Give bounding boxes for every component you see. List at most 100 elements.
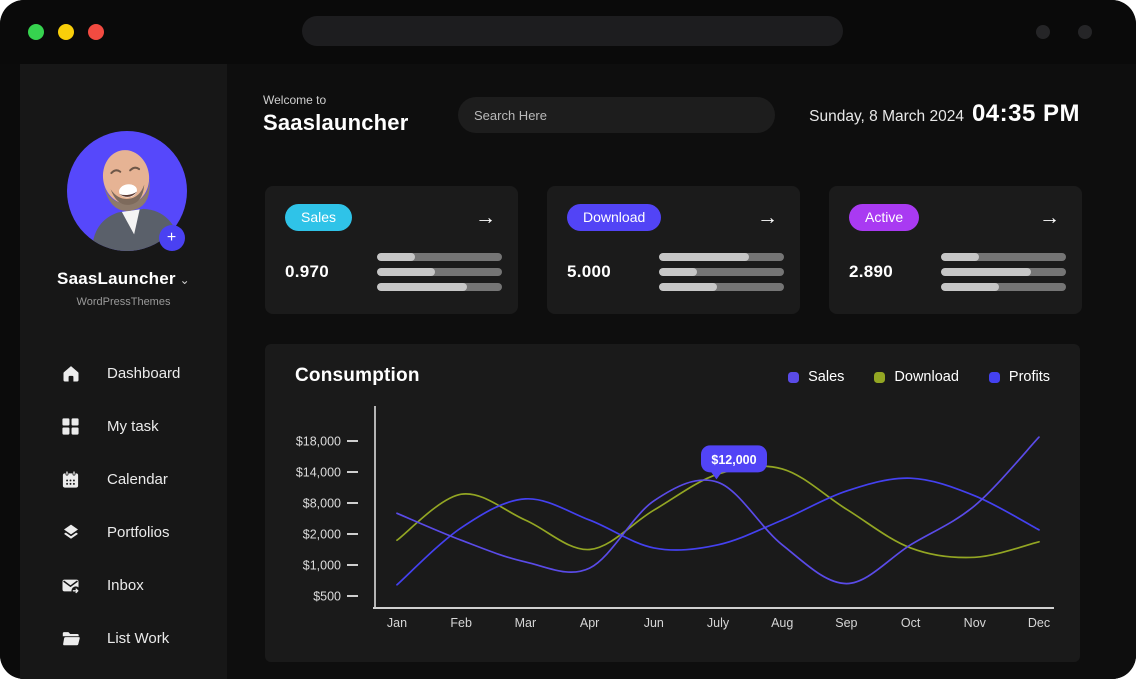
y-tick-label: $18,000 — [296, 435, 341, 449]
page-title: Saaslauncher — [263, 110, 409, 135]
x-tick-label: Sep — [835, 616, 857, 630]
legend-label: Profits — [1008, 369, 1050, 385]
traffic-lights — [28, 24, 104, 40]
progress-bar — [377, 268, 502, 276]
stat-card-bars — [377, 253, 502, 291]
x-tick-label: July — [707, 616, 730, 630]
profile-subtitle: WordPressThemes — [76, 296, 171, 308]
sidebar-item-my-task[interactable]: My task — [20, 400, 227, 453]
series-line-profits — [396, 477, 1040, 586]
date-label: Sunday, 8 March 2024 — [809, 108, 964, 125]
sidebar-item-portfolios[interactable]: Portfolios — [20, 506, 227, 559]
x-tick-label: Mar — [515, 616, 537, 630]
series-line-sales — [396, 436, 1040, 585]
svg-text:$12,000: $12,000 — [711, 453, 756, 467]
address-bar[interactable] — [302, 16, 843, 46]
stat-card-download: Download → 5.000 — [547, 186, 800, 314]
calendar-icon — [60, 469, 81, 490]
traffic-light-yellow[interactable] — [58, 24, 74, 40]
y-tick-label: $1,000 — [303, 559, 341, 573]
stat-card-bars — [659, 253, 784, 291]
sidebar-item-list-work[interactable]: List Work — [20, 612, 227, 665]
folder-icon — [60, 628, 81, 649]
titlebar-dot-button-1[interactable] — [1036, 25, 1050, 39]
progress-bar — [377, 253, 502, 261]
sidebar-item-inbox[interactable]: Inbox — [20, 559, 227, 612]
welcome-label: Welcome to — [263, 93, 327, 107]
main-content: Welcome to Saaslauncher Sunday, 8 March … — [227, 64, 1136, 679]
sidebar-item-label: Dashboard — [107, 365, 181, 382]
x-tick-label: Jun — [644, 616, 664, 630]
y-tick-label: $14,000 — [296, 466, 341, 480]
stat-card-pill: Download — [567, 204, 662, 231]
inbox-icon — [60, 575, 81, 596]
progress-bar — [659, 283, 784, 291]
legend-dot-sales — [788, 371, 800, 383]
stat-card-bars — [941, 253, 1066, 291]
series-line-download — [396, 465, 1040, 559]
titlebar — [0, 0, 1136, 64]
progress-bar — [659, 268, 784, 276]
arrow-right-icon[interactable]: → — [757, 206, 778, 229]
sidebar-item-label: Inbox — [107, 577, 144, 594]
chevron-down-icon: ⌄ — [179, 273, 190, 287]
traffic-light-green[interactable] — [28, 24, 44, 40]
legend-item-download[interactable]: Download — [874, 369, 959, 385]
arrow-right-icon[interactable]: → — [1039, 206, 1060, 229]
y-tick-label: $500 — [313, 590, 341, 604]
stat-card-value: 5.000 — [567, 262, 612, 281]
x-tick-label: Dec — [1028, 616, 1050, 630]
consumption-chart-panel: $500 $1,000 $2,000 $8,000 $14,000 $18,000 Jan F… — [265, 344, 1080, 662]
search-input[interactable] — [458, 97, 775, 133]
progress-bar — [941, 283, 1066, 291]
stat-card-value: 2.890 — [849, 262, 894, 281]
x-tick-label: Feb — [450, 616, 472, 630]
sidebar-item-label: List Work — [107, 630, 170, 647]
stat-card-pill: Sales — [285, 204, 353, 231]
stat-card-sales: Sales → 0.970 — [265, 186, 518, 314]
traffic-light-red[interactable] — [88, 24, 104, 40]
x-tick-label: Oct — [901, 616, 921, 630]
progress-bar — [377, 283, 502, 291]
consumption-plot: $500 $1,000 $2,000 $8,000 $14,000 $18,000 Jan F… — [296, 406, 1054, 630]
add-account-button[interactable]: + — [158, 225, 185, 251]
grid-icon — [60, 416, 81, 437]
arrow-right-icon[interactable]: → — [475, 206, 496, 229]
home-icon — [60, 363, 81, 384]
layers-icon — [60, 522, 81, 543]
stat-card-active: Active → 2.890 — [829, 186, 1082, 314]
legend-item-sales[interactable]: Sales — [788, 369, 844, 385]
x-tick-label: Nov — [964, 616, 987, 630]
profile-name-dropdown[interactable]: SaasLauncher ⌄ — [20, 269, 227, 289]
progress-bar — [659, 253, 784, 261]
progress-bar — [941, 268, 1066, 276]
legend-dot-download — [874, 371, 886, 383]
x-tick-label: Apr — [580, 616, 599, 630]
titlebar-dot-button-2[interactable] — [1078, 25, 1092, 39]
x-tick-label: Jan — [387, 616, 407, 630]
stat-cards-row: Sales → 0.970 Download → 5.000 — [265, 186, 1082, 314]
y-tick-label: $8,000 — [303, 497, 341, 511]
progress-bar — [941, 253, 1066, 261]
titlebar-actions — [1036, 25, 1092, 39]
legend-label: Sales — [808, 369, 845, 385]
profile-name: SaasLauncher — [57, 269, 176, 288]
stat-card-pill: Active — [849, 204, 920, 231]
stat-card-value: 0.970 — [285, 262, 330, 281]
legend-label: Download — [894, 369, 959, 385]
legend-item-profits[interactable]: Profits — [988, 369, 1050, 385]
chart-legend: Sales Download Profits — [788, 369, 1050, 385]
legend-dot-profits — [988, 371, 1000, 383]
sidebar-item-dashboard[interactable]: Dashboard — [20, 347, 227, 400]
sidebar-item-calendar[interactable]: Calendar — [20, 453, 227, 506]
window-body: + SaasLauncher ⌄ WordPressThemes Dashboar… — [0, 64, 1136, 679]
chart-title: Consumption — [295, 365, 420, 386]
chart-tooltip: $12,000 — [701, 445, 767, 480]
x-tick-label: Aug — [771, 616, 793, 630]
datetime: Sunday, 8 March 2024 04:35 PM — [809, 100, 1080, 128]
sidebar-item-label: My task — [107, 418, 159, 435]
sidebar-item-label: Portfolios — [107, 524, 170, 541]
time-label: 04:35 PM — [971, 100, 1080, 127]
sidebar: + SaasLauncher ⌄ WordPressThemes Dashboar… — [20, 64, 227, 679]
